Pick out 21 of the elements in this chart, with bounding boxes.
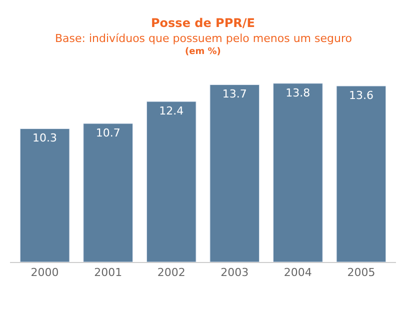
data-label: 12.4 <box>159 104 184 118</box>
chart-subtitle: Base: indivíduos que possuem pelo menos um seguro <box>55 32 352 45</box>
bar <box>210 84 260 262</box>
x-tick-label: 2003 <box>220 266 249 280</box>
data-label: 13.8 <box>286 86 310 100</box>
x-tick-label: 2000 <box>30 266 59 280</box>
data-label: 13.7 <box>222 88 247 101</box>
x-tick-label: 2004 <box>284 266 312 280</box>
bar <box>20 128 70 262</box>
bar <box>146 101 196 262</box>
text: (em %) <box>185 47 221 57</box>
bar <box>272 83 323 262</box>
bar <box>83 123 134 262</box>
bar <box>336 86 386 262</box>
data-label: 10.3 <box>32 132 58 145</box>
x-tick-label: 2001 <box>94 266 122 280</box>
data-label: 13.6 <box>348 88 374 102</box>
data-label: 10.7 <box>96 126 120 140</box>
x-tick-label: 2002 <box>157 266 186 280</box>
chart-title: Posse de PPR/E <box>151 16 255 30</box>
x-tick-label: 2005 <box>347 266 376 280</box>
